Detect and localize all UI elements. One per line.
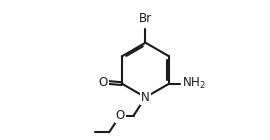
Text: Br: Br [139, 12, 152, 25]
Text: O: O [116, 109, 125, 122]
Text: NH$_2$: NH$_2$ [183, 76, 206, 91]
Text: N: N [141, 91, 150, 104]
Text: O: O [99, 76, 108, 89]
